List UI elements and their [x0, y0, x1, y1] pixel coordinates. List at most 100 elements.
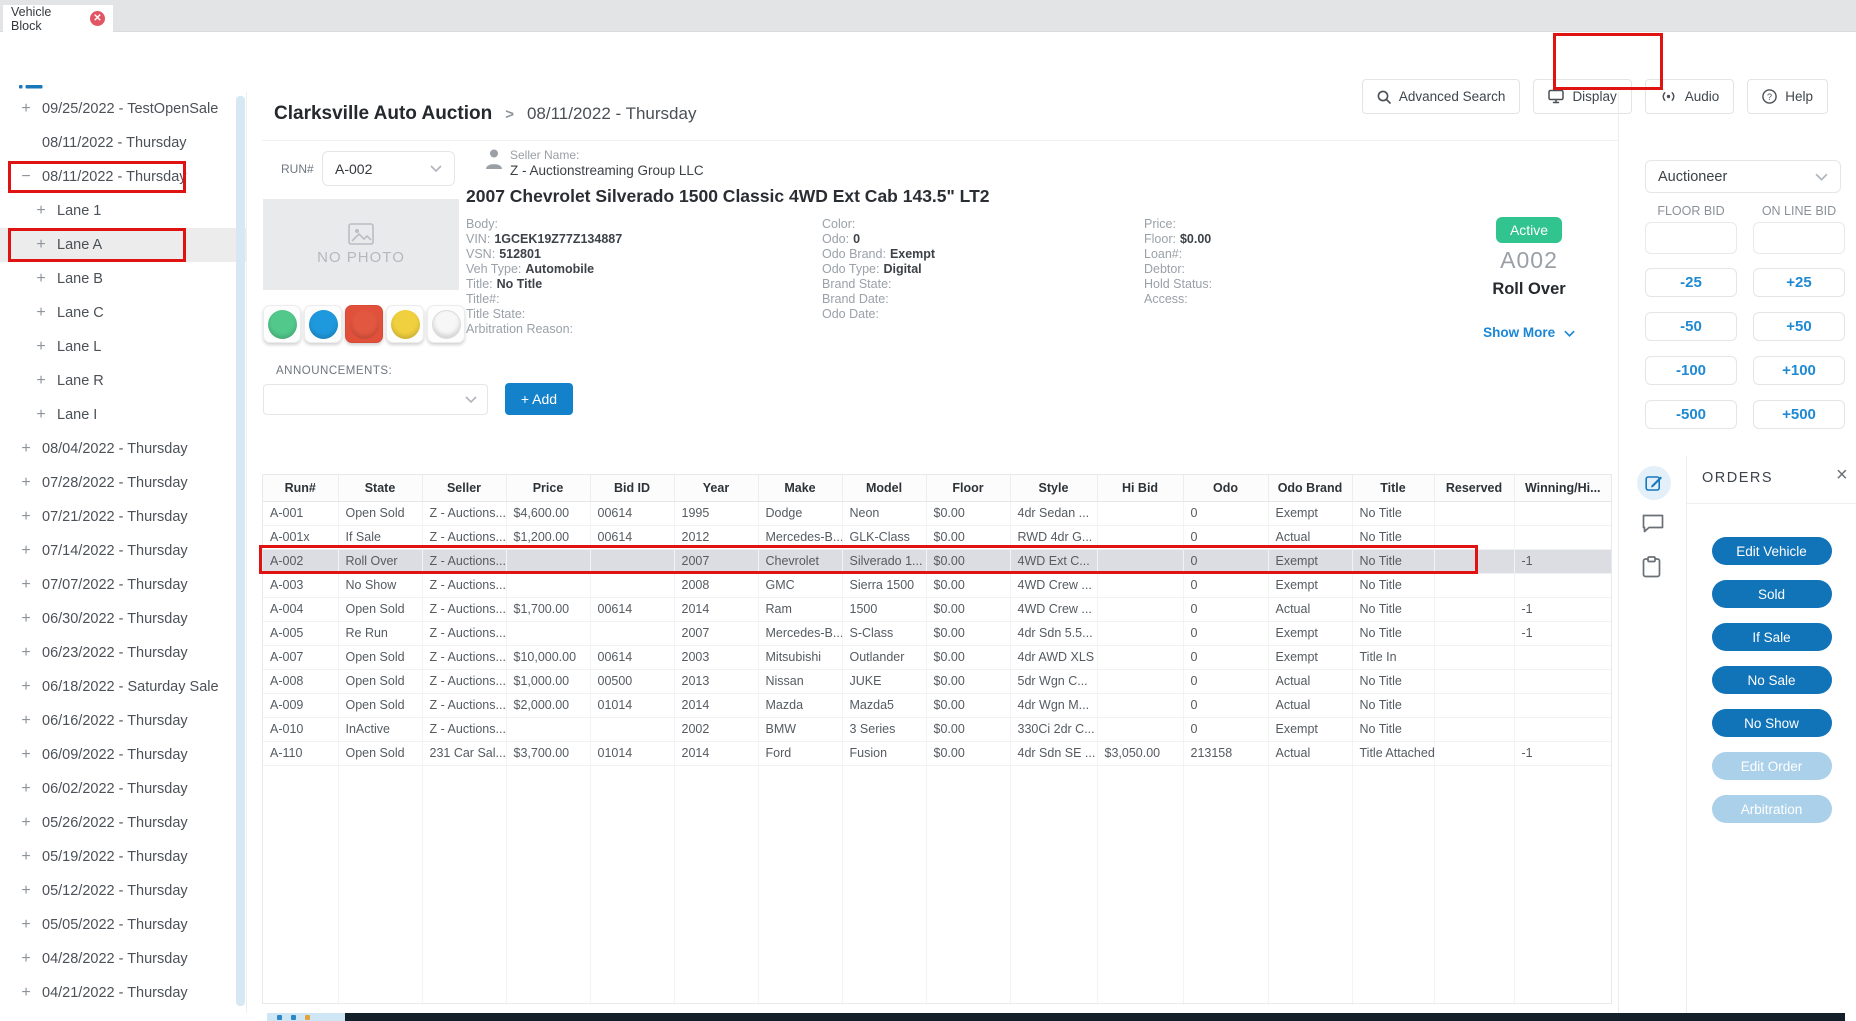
announcements-select[interactable]	[263, 384, 488, 415]
column-header-reserved[interactable]: Reserved	[1434, 475, 1515, 502]
expand-icon[interactable]: +	[36, 202, 46, 219]
sidebar-item-lane-1[interactable]: + Lane 1	[0, 194, 246, 228]
expand-icon[interactable]: +	[21, 508, 31, 525]
sidebar-item-lane-i[interactable]: + Lane I	[0, 398, 246, 432]
expand-icon[interactable]: +	[21, 542, 31, 559]
display-button[interactable]: Display	[1533, 79, 1632, 114]
if-sale-button[interactable]: If Sale	[1711, 623, 1832, 651]
column-header-title[interactable]: Title	[1352, 475, 1435, 502]
sidebar-item-lane-c[interactable]: + Lane C	[0, 296, 246, 330]
sidebar-item-08-11-2022-thursday[interactable]: 08/11/2022 - Thursday	[0, 126, 246, 160]
expand-icon[interactable]: +	[36, 406, 46, 423]
column-header-winning-hi-[interactable]: Winning/Hi...	[1514, 475, 1611, 502]
sidebar-item-07-28-2022-thursday[interactable]: +07/28/2022 - Thursday	[0, 466, 246, 500]
bid-up-50-button[interactable]: +50	[1753, 312, 1845, 341]
light-green-button[interactable]	[263, 305, 301, 343]
bid-down-50-button[interactable]: -50	[1645, 312, 1737, 341]
bid-down-25-button[interactable]: -25	[1645, 268, 1737, 297]
expand-icon[interactable]: +	[21, 780, 31, 797]
edit-vehicle-button[interactable]: Edit Vehicle	[1711, 537, 1832, 565]
floor-bid-input[interactable]	[1645, 222, 1737, 254]
light-red-button[interactable]	[345, 305, 383, 343]
tab-close-icon[interactable]: ✕	[90, 11, 105, 26]
clipboard-tool[interactable]	[1642, 556, 1661, 578]
expand-icon[interactable]: +	[21, 440, 31, 457]
expand-icon[interactable]: +	[21, 882, 31, 899]
auctioneer-select[interactable]: Auctioneer	[1645, 160, 1841, 193]
table-row-a-003[interactable]: A-003 No Show Z - Auctions... 2008 GMC Sierra…	[263, 573, 1611, 598]
expand-icon[interactable]: +	[21, 474, 31, 491]
sidebar-item-08-11-2022-thursday[interactable]: −08/11/2022 - Thursday	[0, 160, 246, 194]
bid-down-100-button[interactable]: -100	[1645, 356, 1737, 385]
column-header-year[interactable]: Year	[674, 475, 759, 502]
table-row-a-001[interactable]: A-001 Open Sold Z - Auctions... $4,600.00 00…	[263, 501, 1611, 526]
help-button[interactable]: ? Help	[1747, 79, 1828, 114]
expand-icon[interactable]: +	[21, 916, 31, 933]
table-row-a-004[interactable]: A-004 Open Sold Z - Auctions... $1,700.00 00…	[263, 597, 1611, 622]
orders-close-icon[interactable]: ×	[1836, 464, 1848, 486]
sidebar-item-04-28-2022-thursday[interactable]: +04/28/2022 - Thursday	[0, 942, 246, 976]
advanced-search-button[interactable]: Advanced Search	[1361, 79, 1521, 114]
expand-icon[interactable]: +	[21, 984, 31, 1001]
sidebar-item-06-16-2022-thursday[interactable]: +06/16/2022 - Thursday	[0, 704, 246, 738]
sidebar-item-05-19-2022-thursday[interactable]: +05/19/2022 - Thursday	[0, 840, 246, 874]
column-header-hi-bid[interactable]: Hi Bid	[1097, 475, 1184, 502]
add-announcement-button[interactable]: + Add	[505, 383, 573, 415]
bid-up-500-button[interactable]: +500	[1753, 400, 1845, 429]
expand-icon[interactable]: +	[21, 644, 31, 661]
bid-up-100-button[interactable]: +100	[1753, 356, 1845, 385]
sidebar-item-07-21-2022-thursday[interactable]: +07/21/2022 - Thursday	[0, 500, 246, 534]
sidebar-scrollbar[interactable]	[236, 96, 245, 1006]
sidebar-item-05-05-2022-thursday[interactable]: +05/05/2022 - Thursday	[0, 908, 246, 942]
column-header-seller[interactable]: Seller	[422, 475, 507, 502]
expand-icon[interactable]: +	[21, 746, 31, 763]
sidebar-item-06-23-2022-thursday[interactable]: +06/23/2022 - Thursday	[0, 636, 246, 670]
table-row-a-008[interactable]: A-008 Open Sold Z - Auctions... $1,000.00 00…	[263, 669, 1611, 694]
expand-icon[interactable]: +	[21, 950, 31, 967]
column-header-odo-brand[interactable]: Odo Brand	[1268, 475, 1353, 502]
column-header-model[interactable]: Model	[842, 475, 927, 502]
column-header-style[interactable]: Style	[1010, 475, 1098, 502]
sidebar-item-09-25-2022-testopensale[interactable]: +09/25/2022 - TestOpenSale	[0, 92, 246, 126]
column-header-odo[interactable]: Odo	[1183, 475, 1269, 502]
sidebar-item-08-04-2022-thursday[interactable]: +08/04/2022 - Thursday	[0, 432, 246, 466]
sidebar-item-04-21-2022-thursday[interactable]: +04/21/2022 - Thursday	[0, 976, 246, 1010]
sidebar-item-lane-r[interactable]: + Lane R	[0, 364, 246, 398]
column-header-bid-id[interactable]: Bid ID	[590, 475, 675, 502]
collapse-icon[interactable]: −	[21, 168, 31, 185]
sidebar-item-05-12-2022-thursday[interactable]: +05/12/2022 - Thursday	[0, 874, 246, 908]
table-row-a-001x[interactable]: A-001x If Sale Z - Auctions... $1,200.00 006…	[263, 525, 1611, 550]
edit-tool-active[interactable]	[1637, 466, 1671, 500]
column-header-floor[interactable]: Floor	[926, 475, 1011, 502]
table-row-a-007[interactable]: A-007 Open Sold Z - Auctions... $10,000.00 0…	[263, 645, 1611, 670]
expand-icon[interactable]: +	[21, 848, 31, 865]
sidebar-item-05-26-2022-thursday[interactable]: +05/26/2022 - Thursday	[0, 806, 246, 840]
sidebar-item-07-14-2022-thursday[interactable]: +07/14/2022 - Thursday	[0, 534, 246, 568]
table-row-a-009[interactable]: A-009 Open Sold Z - Auctions... $2,000.00 01…	[263, 693, 1611, 718]
light-yellow-button[interactable]	[386, 305, 424, 343]
no-sale-button[interactable]: No Sale	[1711, 666, 1832, 694]
expand-icon[interactable]: +	[21, 678, 31, 695]
no-show-button[interactable]: No Show	[1711, 709, 1832, 737]
table-row-a-002[interactable]: A-002 Roll Over Z - Auctions... 2007 Chevrol…	[263, 549, 1611, 574]
sidebar-item-06-09-2022-thursday[interactable]: +06/09/2022 - Thursday	[0, 738, 246, 772]
expand-icon[interactable]: +	[36, 372, 46, 389]
expand-icon[interactable]: +	[21, 100, 31, 117]
expand-icon[interactable]: +	[21, 576, 31, 593]
sidebar-item-06-18-2022-saturday-sale[interactable]: +06/18/2022 - Saturday Sale	[0, 670, 246, 704]
sidebar-item-06-30-2022-thursday[interactable]: +06/30/2022 - Thursday	[0, 602, 246, 636]
tab-vehicle-block[interactable]: Vehicle Block ✕	[3, 5, 113, 33]
expand-icon[interactable]: +	[36, 270, 46, 287]
table-row-a-005[interactable]: A-005 Re Run Z - Auctions... 2007 Mercedes-B…	[263, 621, 1611, 646]
sidebar-item-lane-b[interactable]: + Lane B	[0, 262, 246, 296]
breadcrumb-auction[interactable]: Clarksville Auto Auction	[274, 103, 493, 124]
light-blue-button[interactable]	[304, 305, 342, 343]
online-bid-input[interactable]	[1753, 222, 1845, 254]
sidebar-item-06-02-2022-thursday[interactable]: +06/02/2022 - Thursday	[0, 772, 246, 806]
audio-button[interactable]: Audio	[1644, 79, 1735, 114]
column-header-run-[interactable]: Run#	[263, 475, 339, 502]
expand-icon[interactable]: +	[21, 814, 31, 831]
column-header-state[interactable]: State	[338, 475, 423, 502]
horizontal-scrollbar-thumb[interactable]	[267, 1013, 345, 1021]
show-more-link[interactable]: Show More	[1469, 325, 1589, 340]
